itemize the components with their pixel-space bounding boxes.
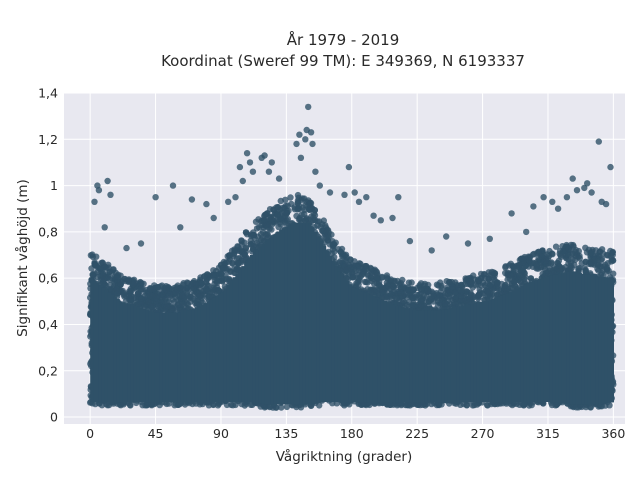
scatter-points bbox=[87, 103, 617, 411]
data-point bbox=[120, 291, 128, 298]
data-point bbox=[502, 269, 509, 277]
chart-subtitle: Koordinat (Sweref 99 TM): E 349369, N 61… bbox=[161, 52, 525, 70]
data-point bbox=[473, 401, 481, 408]
data-point bbox=[368, 277, 375, 285]
data-point bbox=[238, 237, 245, 245]
data-point bbox=[399, 276, 406, 284]
chart-title: År 1979 - 2019 bbox=[287, 30, 400, 49]
data-point bbox=[552, 243, 560, 250]
data-point bbox=[582, 244, 589, 251]
data-point bbox=[383, 272, 391, 279]
data-point bbox=[408, 279, 415, 286]
